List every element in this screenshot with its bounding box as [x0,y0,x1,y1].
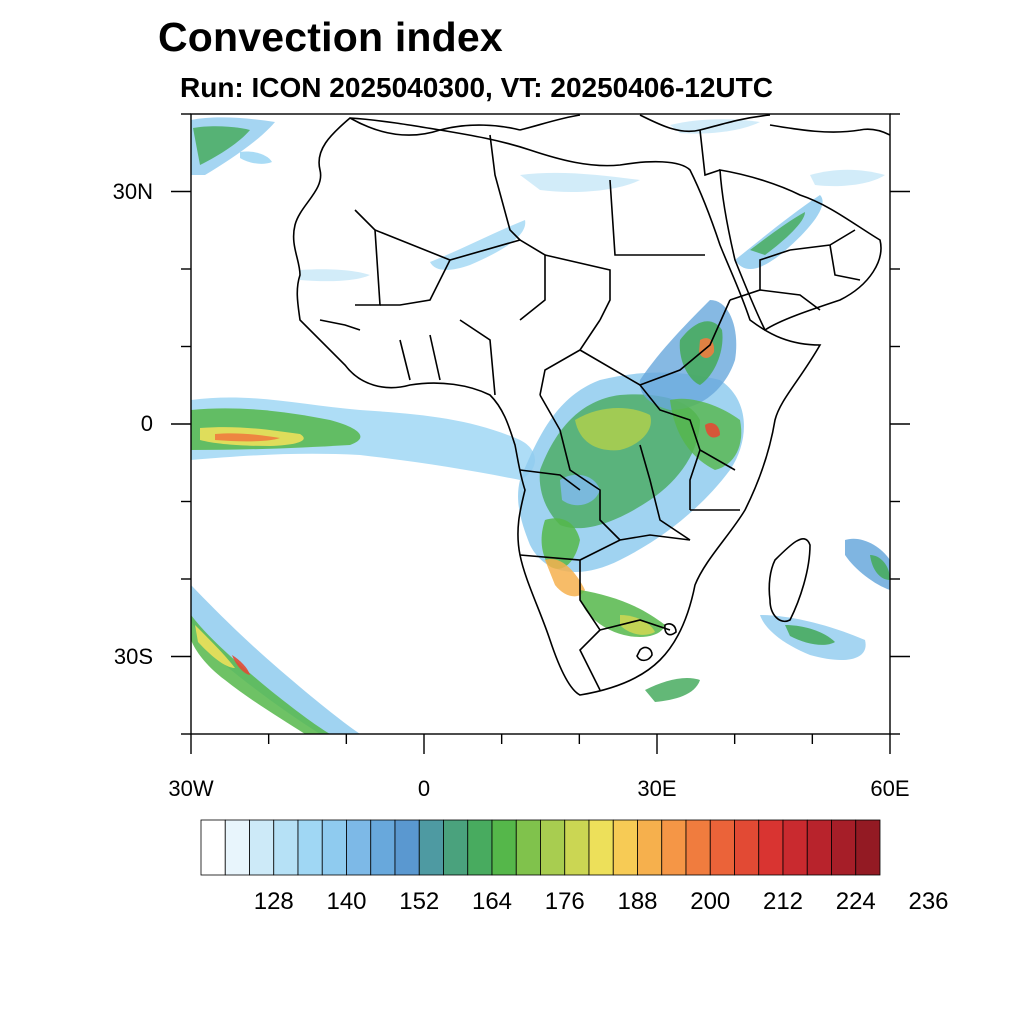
colorbar-label: 236 [908,888,949,915]
colorbar-swatch [806,819,832,876]
lon-label: 30W [168,776,214,801]
colorbar-swatch [734,819,760,876]
map-subtitle: Run: ICON 2025040300, VT: 20250406-12UTC [180,72,773,103]
colorbar-swatch [370,819,396,876]
colorbar-swatch [831,819,857,876]
colorbar-label: 152 [399,888,440,915]
colorbar-swatch [758,819,784,876]
colorbar-swatch [273,819,299,876]
colorbar-swatch [588,819,614,876]
colorbar [200,819,881,876]
colorbar-label: 140 [326,888,367,915]
lat-label: 30N [112,178,153,204]
colorbar-swatch [467,819,493,876]
colorbar-swatch [709,819,735,876]
colorbar-swatch [394,819,420,876]
colorbar-swatch [200,819,226,876]
colorbar-swatch [540,819,566,876]
colorbar-swatch [443,819,469,876]
colorbar-swatch [637,819,663,876]
colorbar-swatch [661,819,687,876]
colorbar-label: 164 [471,888,513,915]
colorbar-swatch [855,819,881,876]
lon-label: 30E [637,776,677,801]
colorbar-swatch [685,819,711,876]
colorbar-label: 188 [617,888,658,915]
colorbar-swatch [612,819,638,876]
colorbar-swatch [321,819,347,876]
lon-label: 60E [870,776,910,801]
lat-label: 0 [140,411,153,436]
colorbar-swatch [249,819,275,876]
colorbar-swatch [224,819,250,876]
colorbar-label: 212 [762,888,804,915]
lon-label: 0 [417,776,431,801]
colorbar-swatch [515,819,541,876]
colorbar-label: 224 [835,888,876,915]
colorbar-swatch [418,819,444,876]
colorbar-swatch [297,819,323,876]
colorbar-label: 176 [544,888,585,915]
colorbar-swatch [346,819,372,876]
coastline-layer [292,114,890,696]
colorbar-label: 200 [690,888,731,915]
convection-field-layer [191,117,890,734]
colorbar-label: 128 [253,888,294,915]
colorbar-swatch [491,819,517,876]
colorbar-swatch [782,819,808,876]
map-ticks [171,113,910,754]
map-title: Convection index [158,14,503,60]
colorbar-swatch [564,819,590,876]
lat-label: 30S [113,643,153,669]
